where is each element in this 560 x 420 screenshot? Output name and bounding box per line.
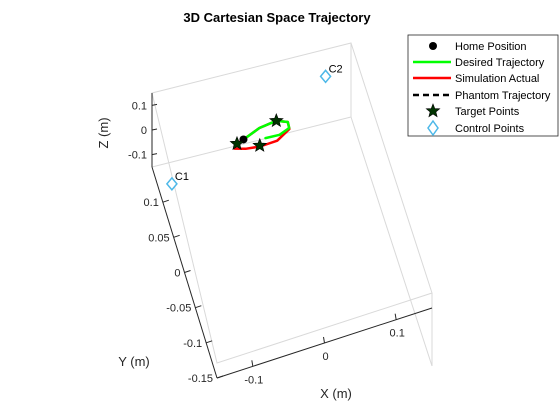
z-tick-mark bbox=[151, 153, 158, 156]
x-axis-label: X (m) bbox=[320, 386, 352, 401]
z-tick-label: 0.1 bbox=[132, 100, 147, 112]
y-tick-mark bbox=[162, 199, 169, 203]
x-tick-label: 0.1 bbox=[390, 328, 405, 340]
x-tick-mark bbox=[394, 313, 397, 320]
y-tick-label: -0.15 bbox=[188, 373, 213, 385]
z-axis: 0.1 0 -0.1 Z (m) bbox=[96, 93, 158, 167]
y-tick-label: 0 bbox=[174, 268, 180, 280]
y-tick-label: -0.1 bbox=[183, 338, 202, 350]
series-line-0 bbox=[242, 119, 291, 141]
z-tick-mark bbox=[151, 103, 158, 106]
legend-target-marker bbox=[425, 103, 441, 118]
control-point-label: C2 bbox=[329, 63, 343, 75]
legend-home-marker bbox=[429, 42, 437, 50]
legend-phantom-label: Phantom Trajectory bbox=[455, 90, 551, 102]
x-tick-label: 0 bbox=[322, 351, 328, 363]
target-point bbox=[229, 135, 245, 150]
y-tick-mark bbox=[206, 340, 213, 344]
y-tick-mark bbox=[195, 305, 202, 309]
legend-target-label: Target Points bbox=[455, 106, 520, 118]
legend-home-label: Home Position bbox=[455, 41, 527, 53]
y-axis-label: Y (m) bbox=[118, 354, 150, 369]
legend: Home Position Desired Trajectory Simulat… bbox=[407, 34, 559, 137]
chart-title: 3D Cartesian Space Trajectory bbox=[183, 10, 371, 25]
control-point bbox=[319, 69, 332, 84]
target-point bbox=[268, 112, 284, 128]
x-tick-mark bbox=[323, 336, 325, 344]
y-axis: 0.1 0.05 0 -0.05 -0.1 -0.15 Y (m) bbox=[118, 166, 224, 385]
x-tick-label: -0.1 bbox=[244, 374, 263, 386]
z-tick-label: 0 bbox=[141, 125, 147, 137]
legend-actual-label: Simulation Actual bbox=[455, 73, 539, 85]
x-tick-mark bbox=[251, 360, 254, 367]
control-point bbox=[165, 176, 178, 192]
z-tick-label: -0.1 bbox=[128, 150, 147, 162]
legend-control-label: Control Points bbox=[455, 123, 525, 135]
x-axis: -0.1 0 0.1 X (m) bbox=[216, 307, 433, 401]
axes-box bbox=[151, 42, 433, 367]
y-tick-mark bbox=[173, 234, 180, 238]
z-tick-mark bbox=[151, 128, 158, 131]
z-axis-label: Z (m) bbox=[96, 117, 111, 148]
plot-markers: C1 C2 bbox=[165, 63, 343, 192]
target-point bbox=[252, 137, 268, 152]
y-tick-label: -0.05 bbox=[166, 303, 191, 315]
legend-control-marker bbox=[427, 119, 439, 137]
control-point-label: C1 bbox=[175, 171, 189, 183]
y-tick-label: 0.1 bbox=[144, 197, 159, 209]
y-tick-label: 0.05 bbox=[148, 232, 169, 244]
y-tick-mark bbox=[184, 270, 191, 273]
legend-desired-label: Desired Trajectory bbox=[455, 57, 545, 69]
